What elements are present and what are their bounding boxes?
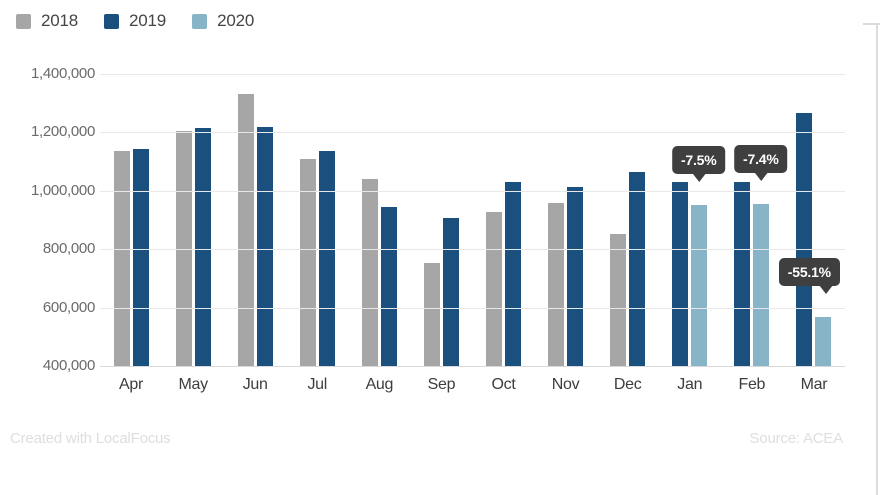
legend-label-2020: 2020 — [217, 11, 255, 30]
bar-2018-jun[interactable] — [237, 94, 254, 366]
y-tick-label: 1,200,000 — [30, 123, 95, 141]
bar-2019-feb[interactable] — [734, 181, 751, 366]
legend-swatch-2018 — [16, 13, 31, 29]
legend-swatch-2020 — [192, 13, 208, 29]
y-tick-label: 1,400,000 — [30, 65, 95, 82]
bar-group-may — [162, 74, 224, 366]
annotation-tooltip-feb: -7.4% — [734, 145, 788, 182]
bar-group-apr — [100, 74, 162, 366]
bar-group-jun — [224, 74, 286, 366]
bar-group-aug — [348, 74, 410, 366]
bar-2019-mar[interactable] — [796, 113, 813, 366]
frame-border-vertical — [876, 25, 878, 495]
bar-2020-jan[interactable] — [691, 204, 708, 366]
gridline — [100, 132, 845, 134]
bar-group-oct — [472, 74, 534, 366]
x-tick-label-oct: Oct — [491, 376, 516, 393]
x-tick-label-mar: Mar — [800, 376, 828, 393]
x-tick-label-may: May — [178, 376, 208, 393]
gridline — [100, 190, 845, 192]
legend-label-2018: 2018 — [41, 11, 79, 30]
legend-item-2019[interactable]: 2019 — [104, 11, 166, 31]
y-tick-label: 800,000 — [42, 240, 95, 258]
bar-2018-dec[interactable] — [610, 234, 627, 366]
x-tick-label-nov: Nov — [551, 376, 580, 393]
annotation-tooltip-mar: -55.1% — [778, 258, 840, 295]
source-text: Source: ACEA — [749, 430, 844, 447]
x-tick-label-feb: Feb — [738, 376, 766, 393]
bar-2019-jun[interactable] — [256, 126, 273, 366]
bar-2018-apr[interactable] — [113, 151, 130, 366]
bar-2020-mar[interactable] — [815, 317, 832, 366]
x-axis: Apr May Jun Jul Aug Sep Oct Nov Dec Jan Feb Mar — [100, 376, 845, 394]
legend: 2018 2019 2020 — [16, 11, 254, 31]
gridline — [100, 74, 845, 75]
x-tick-label-dec: Dec — [613, 376, 642, 393]
credit-text: Created with LocalFocus — [10, 430, 171, 447]
gridline — [100, 249, 845, 251]
bar-groups: -7.5% -7.4% -55.1% — [100, 74, 845, 366]
x-tick-label-apr: Apr — [119, 376, 144, 393]
bar-2018-sep[interactable] — [423, 262, 440, 366]
bar-group-feb: -7.4% — [721, 74, 788, 366]
bar-2018-oct[interactable] — [486, 211, 502, 366]
bar-group-jan: -7.5% — [659, 74, 726, 366]
bar-2019-apr[interactable] — [132, 149, 149, 366]
gridline — [100, 307, 845, 309]
y-tick-label: 600,000 — [42, 298, 95, 316]
x-tick-label-jan: Jan — [677, 376, 703, 393]
bar-2019-jul[interactable] — [318, 150, 335, 366]
bar-2019-nov[interactable] — [567, 187, 584, 366]
annotation-tooltip-jan: -7.5% — [671, 145, 726, 182]
y-axis: 400,000 600,000 800,000 1,000,000 1,200,000 1… — [0, 0, 95, 495]
bar-2019-dec[interactable] — [629, 172, 646, 366]
legend-label-2019: 2019 — [129, 11, 167, 30]
bar-2018-may[interactable] — [175, 130, 192, 366]
bar-group-nov — [535, 74, 597, 366]
x-tick-label-aug: Aug — [365, 376, 394, 393]
bar-2019-oct[interactable] — [505, 181, 521, 366]
bar-2019-jan[interactable] — [672, 182, 689, 366]
bar-2020-feb[interactable] — [753, 204, 770, 366]
bar-2019-aug[interactable] — [380, 206, 397, 366]
x-tick-label-jul: Jul — [307, 376, 328, 393]
gridline — [100, 366, 845, 367]
y-tick-label: 400,000 — [42, 357, 95, 374]
bar-2018-nov[interactable] — [548, 203, 565, 366]
bar-group-mar: -55.1% — [778, 74, 845, 366]
bar-2019-sep[interactable] — [442, 218, 459, 366]
legend-item-2018[interactable]: 2018 — [16, 11, 78, 31]
x-tick-label-sep: Sep — [427, 376, 456, 393]
legend-swatch-2019 — [104, 13, 120, 29]
bar-group-dec — [597, 74, 659, 366]
bar-group-jul — [286, 74, 348, 366]
bar-2018-jul[interactable] — [299, 158, 316, 366]
x-tick-label-jun: Jun — [242, 376, 268, 393]
bar-2018-aug[interactable] — [361, 178, 378, 366]
bar-group-sep — [410, 74, 472, 366]
plot-area: -7.5% -7.4% -55.1% — [100, 74, 845, 367]
frame-border-horizontal — [863, 23, 880, 25]
bar-2019-may[interactable] — [194, 128, 211, 366]
y-tick-label: 1,000,000 — [30, 181, 95, 199]
legend-item-2020[interactable]: 2020 — [192, 11, 254, 31]
